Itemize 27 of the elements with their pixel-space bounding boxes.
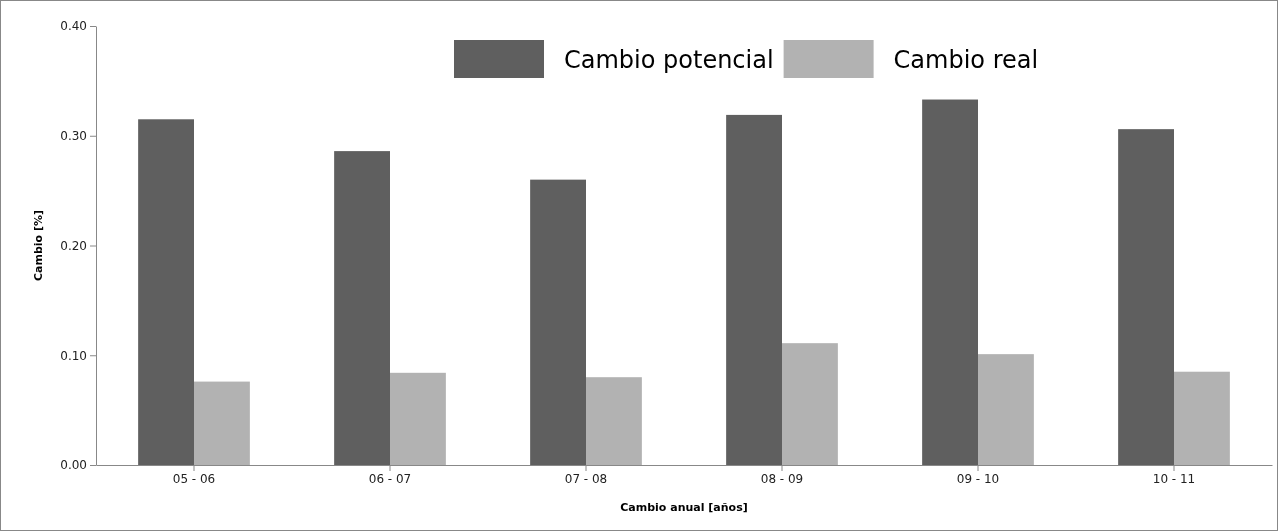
x-tick-label: 08 - 09 xyxy=(760,471,804,486)
y-tick-label: 0.40 xyxy=(60,19,87,34)
legend-label: Cambio real xyxy=(893,46,1039,74)
x-tick-label: 05 - 06 xyxy=(172,471,216,486)
x-tick-label: 09 - 10 xyxy=(956,471,1000,486)
bar xyxy=(586,377,642,465)
x-tick-label: 07 - 08 xyxy=(564,471,608,486)
bar xyxy=(1174,371,1230,465)
y-tick-label: 0.30 xyxy=(60,129,87,144)
bar xyxy=(1118,129,1174,465)
bar xyxy=(390,372,446,465)
bar xyxy=(530,179,586,465)
bar xyxy=(138,119,194,465)
x-tick-label: 06 - 07 xyxy=(368,471,412,486)
bar xyxy=(726,114,782,465)
y-tick-label: 0.10 xyxy=(60,348,87,363)
bar xyxy=(978,354,1034,465)
bar xyxy=(782,343,838,465)
y-axis-title: Cambio [%] xyxy=(32,209,45,282)
x-axis-title: Cambio anual [años] xyxy=(620,501,748,514)
y-tick-label: 0.00 xyxy=(60,458,87,473)
legend-label: Cambio potencial xyxy=(564,46,774,74)
x-tick-label: 10 - 11 xyxy=(1152,471,1196,486)
bar xyxy=(194,381,250,465)
bar xyxy=(334,151,390,465)
bar xyxy=(922,99,978,465)
y-tick-label: 0.20 xyxy=(60,238,87,253)
